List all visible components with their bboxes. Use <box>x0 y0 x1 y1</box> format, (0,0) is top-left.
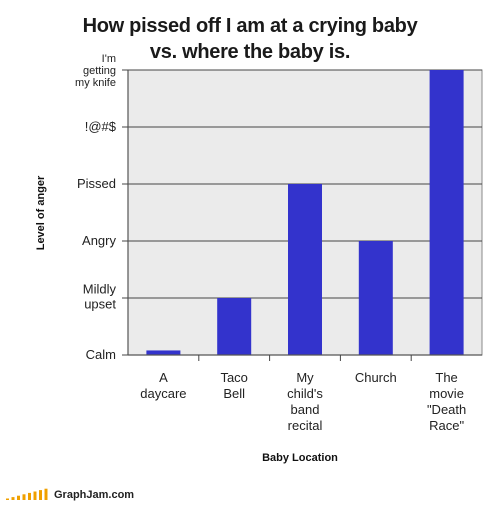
x-tick-label: Taco Bell <box>220 370 247 401</box>
bar <box>288 184 322 355</box>
chart-title-line-2: vs. where the baby is. <box>150 41 350 63</box>
x-tick-label: My child's band recital <box>287 370 323 433</box>
logo-bar-mark <box>6 499 9 501</box>
y-axis-label: Level of anger <box>35 175 47 250</box>
y-tick-label: I'm getting my knife <box>75 53 116 89</box>
y-tick-label: Angry <box>82 233 116 248</box>
bar <box>359 241 393 355</box>
bar <box>146 350 180 355</box>
graphjam-logo: GraphJam.com <box>6 489 134 501</box>
x-axis-label: Baby Location <box>262 452 338 464</box>
chart-title-line-1: How pissed off I am at a crying baby <box>83 15 419 37</box>
bar <box>217 298 251 355</box>
logo-bar-mark <box>17 496 20 500</box>
logo-bar-mark <box>39 490 42 500</box>
logo-bar-mark <box>45 489 48 500</box>
logo-bar-mark <box>34 492 37 501</box>
y-axis-ticks: Calm Mildly upset Angry Pissed !@#$ I'm getting… <box>75 53 128 362</box>
chart-title: How pissed off I am at a crying baby vs.… <box>83 15 419 63</box>
y-tick-label: !@#$ <box>85 119 117 134</box>
logo-bar-mark <box>23 494 26 500</box>
logo-bar-mark <box>28 493 31 500</box>
bar <box>430 70 464 355</box>
x-tick-label: Church <box>355 370 397 385</box>
logo-bars-icon <box>6 489 48 500</box>
x-tick-label: The movie "Death Race" <box>427 370 466 433</box>
y-tick-label: Pissed <box>77 176 116 191</box>
logo-bar-mark <box>12 497 15 500</box>
y-tick-label: Calm <box>86 347 116 362</box>
watermark-text: GraphJam.com <box>54 489 134 501</box>
y-tick-label: Mildly upset <box>83 282 117 312</box>
